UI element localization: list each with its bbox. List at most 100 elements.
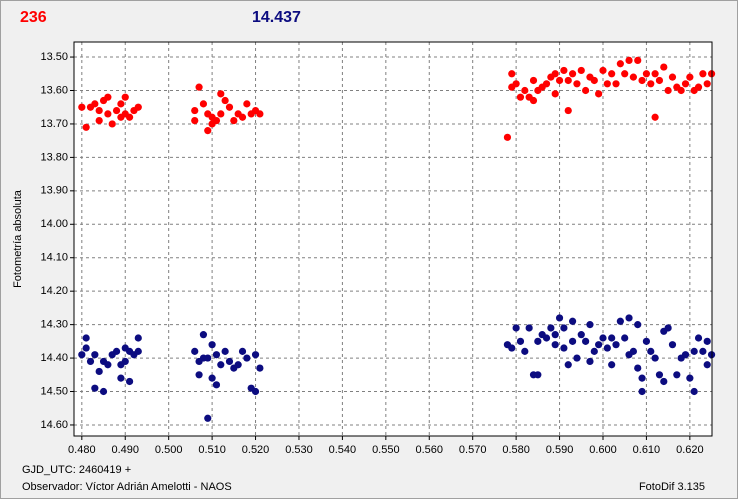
data-point: [603, 80, 611, 88]
data-point: [82, 334, 90, 342]
data-point: [251, 387, 260, 396]
data-point: [551, 341, 559, 349]
data-point: [525, 324, 533, 332]
data-point: [217, 361, 225, 369]
data-point: [612, 341, 620, 349]
data-point: [256, 110, 264, 118]
data-point: [78, 103, 86, 111]
data-point: [238, 347, 247, 355]
data-point: [516, 337, 525, 345]
y-tick-label: 14.20: [40, 285, 68, 297]
data-point: [191, 116, 199, 125]
x-tick-label: 0.600: [589, 444, 617, 456]
data-point: [703, 337, 711, 345]
x-tick-label: 0.610: [633, 444, 661, 456]
y-tick-label: 13.50: [40, 51, 68, 63]
data-point: [555, 76, 564, 85]
data-point: [703, 361, 711, 369]
data-point: [503, 133, 512, 141]
data-point: [91, 384, 99, 392]
data-point: [529, 76, 538, 85]
data-point: [573, 354, 581, 362]
data-point: [534, 371, 542, 379]
data-point: [660, 377, 668, 386]
data-point: [599, 334, 607, 342]
data-point: [612, 80, 620, 88]
data-point: [243, 100, 251, 108]
data-point: [647, 80, 655, 88]
plot-border: [73, 41, 713, 437]
data-point: [586, 357, 594, 366]
data-point: [551, 331, 559, 339]
data-point: [616, 317, 624, 325]
data-point: [551, 70, 559, 78]
x-tick-label: 0.520: [242, 444, 270, 456]
data-point: [251, 351, 260, 359]
data-point: [629, 73, 637, 81]
data-point: [560, 344, 568, 352]
data-point: [634, 364, 642, 372]
data-point: [681, 351, 690, 359]
data-point: [651, 113, 659, 121]
data-point: [555, 314, 564, 322]
data-point: [191, 347, 199, 355]
data-point: [595, 90, 603, 98]
data-point: [516, 93, 525, 101]
x-tick-label: 0.530: [285, 444, 313, 456]
data-point: [681, 80, 690, 88]
data-point: [694, 83, 703, 91]
data-point: [95, 116, 103, 125]
x-tick-label: 0.540: [329, 444, 357, 456]
data-point: [212, 381, 221, 389]
data-point: [542, 334, 551, 342]
y-tick-label: 14.30: [40, 319, 68, 331]
data-point: [582, 86, 590, 95]
data-point: [82, 344, 90, 352]
data-point: [134, 103, 142, 111]
data-point: [512, 324, 520, 332]
data-point: [117, 100, 125, 108]
y-tick-label: 13.90: [40, 185, 68, 197]
y-tick-label: 13.70: [40, 118, 68, 130]
data-point: [134, 347, 142, 355]
data-point: [204, 414, 212, 422]
data-point: [217, 90, 225, 98]
data-point: [95, 367, 103, 376]
data-point: [699, 347, 707, 355]
data-point: [573, 80, 581, 88]
y-tick-label: 14.40: [40, 352, 68, 364]
plot-area: [74, 42, 712, 436]
data-point: [690, 347, 698, 355]
data-point: [212, 351, 221, 359]
data-point: [534, 337, 542, 345]
data-point: [125, 377, 134, 386]
data-point: [568, 70, 577, 78]
data-point: [568, 317, 577, 325]
data-point: [104, 361, 112, 369]
data-point: [642, 70, 651, 78]
data-point: [638, 387, 646, 396]
data-point: [221, 347, 229, 355]
data-point: [529, 96, 538, 105]
footer-observer: Observador: Víctor Adrián Amelotti - NAO…: [22, 481, 232, 493]
data-point: [91, 100, 99, 108]
data-point: [655, 371, 664, 379]
data-point: [668, 73, 677, 81]
data-point: [699, 70, 707, 78]
data-point: [551, 90, 559, 98]
data-point: [625, 56, 633, 64]
x-tick-label: 0.570: [459, 444, 487, 456]
y-tick-label: 14.60: [40, 419, 68, 431]
x-tick-label: 0.500: [155, 444, 183, 456]
data-point: [104, 110, 112, 118]
data-point: [664, 324, 672, 332]
data-point: [668, 341, 677, 349]
data-point: [564, 76, 572, 85]
data-point: [564, 106, 572, 115]
data-point: [651, 354, 659, 362]
data-point: [638, 76, 646, 85]
data-point: [595, 341, 603, 349]
data-point: [608, 70, 616, 78]
data-point: [703, 80, 711, 88]
